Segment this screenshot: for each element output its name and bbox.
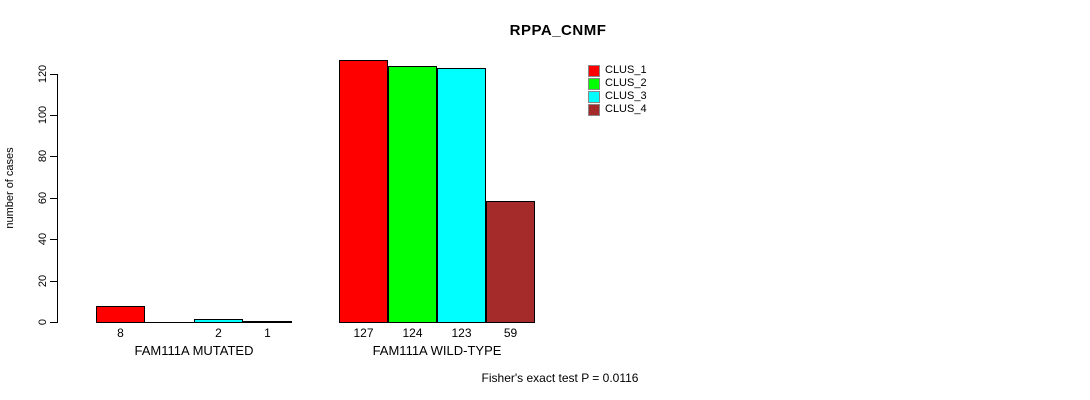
- legend-label: CLUS_3: [605, 90, 647, 102]
- y-tick-label: 60: [37, 191, 49, 205]
- y-tick: [50, 74, 57, 75]
- bar-clus_1-group0: [96, 306, 145, 323]
- bar-clus_3-group0: [194, 319, 243, 323]
- legend-swatch-clus_1: [588, 64, 600, 77]
- legend-swatch-clus_4: [588, 103, 600, 116]
- bar-value-label: 127: [353, 326, 374, 340]
- legend-label: CLUS_2: [605, 77, 647, 89]
- legend-item-clus_2: CLUS_2: [588, 77, 647, 90]
- chart-title: RPPA_CNMF: [509, 22, 607, 39]
- y-tick-label: 0: [37, 318, 49, 326]
- bar-clus_4-group0: [243, 321, 292, 323]
- bar-value-label: 59: [503, 326, 518, 340]
- y-axis-title: number of cases: [4, 147, 16, 229]
- y-tick-label: 40: [37, 232, 49, 246]
- bar-clus_1-group1: [339, 60, 388, 323]
- legend-item-clus_3: CLUS_3: [588, 90, 647, 103]
- x-category-label: FAM111A WILD-TYPE: [372, 343, 502, 358]
- y-tick-label: 100: [37, 105, 49, 125]
- legend-label: CLUS_1: [605, 64, 647, 76]
- fisher-test-caption: Fisher's exact test P = 0.0116: [481, 371, 639, 385]
- bar-clus_2-group0-zero: [145, 322, 194, 323]
- bar-value-label: 1: [264, 326, 271, 340]
- bar-clus_2-group1: [388, 66, 437, 323]
- legend-item-clus_1: CLUS_1: [588, 64, 647, 77]
- y-axis-line: [57, 74, 58, 323]
- legend-swatch-clus_3: [588, 90, 600, 103]
- y-tick-label: 80: [37, 149, 49, 163]
- y-tick: [50, 281, 57, 282]
- y-tick: [50, 198, 57, 199]
- y-tick: [50, 115, 57, 116]
- bar-clus_3-group1: [437, 68, 486, 323]
- legend: CLUS_1 CLUS_2 CLUS_3 CLUS_4: [588, 64, 647, 116]
- y-tick: [50, 239, 57, 240]
- bar-value-label: 2: [215, 326, 222, 340]
- bar-clus_4-group1: [486, 201, 535, 323]
- bar-value-label: 124: [402, 326, 423, 340]
- y-tick: [50, 156, 57, 157]
- y-tick-label: 120: [37, 64, 49, 84]
- x-category-label: FAM111A MUTATED: [134, 343, 254, 358]
- y-tick: [50, 322, 57, 323]
- legend-label: CLUS_4: [605, 103, 647, 115]
- bar-value-label: 123: [451, 326, 472, 340]
- legend-swatch-clus_2: [588, 77, 600, 90]
- legend-item-clus_4: CLUS_4: [588, 103, 647, 116]
- y-tick-label: 20: [37, 274, 49, 288]
- bar-value-label: 8: [117, 326, 124, 340]
